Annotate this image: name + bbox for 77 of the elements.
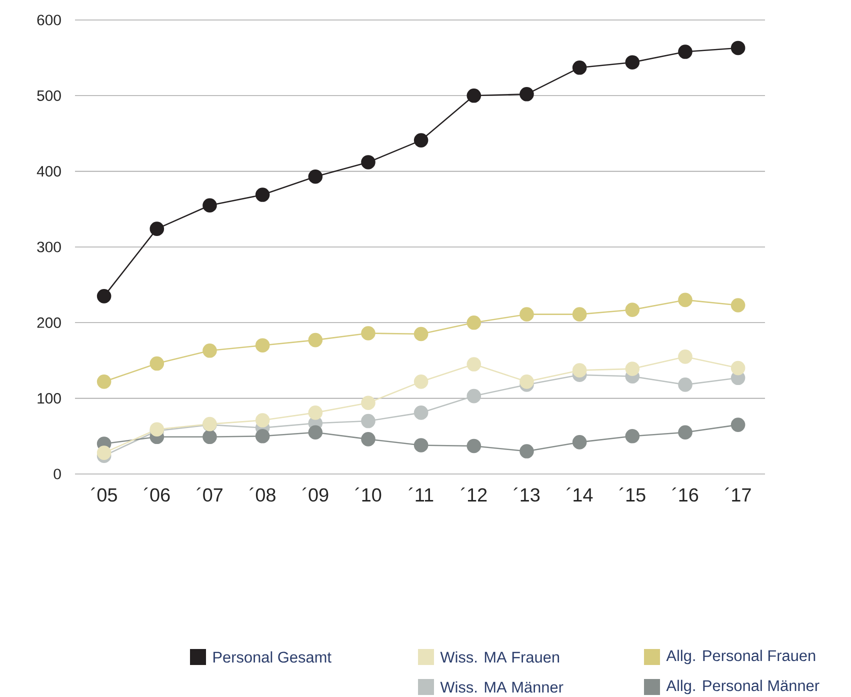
point: [572, 60, 587, 75]
x-tick-label: ´05: [91, 488, 117, 502]
x-tick-label: ´08: [250, 488, 276, 502]
y-tick-label: 400: [36, 166, 61, 177]
point: [572, 307, 587, 322]
point: [361, 396, 376, 410]
y-tick-label: 100: [38, 393, 61, 404]
legend-label: Wiss. MA Frauen: [440, 651, 560, 663]
point: [730, 418, 746, 432]
y-tick-label: 500: [37, 90, 61, 101]
point: [466, 388, 482, 404]
point: [414, 406, 428, 420]
point: [308, 406, 323, 420]
point: [202, 344, 217, 358]
point: [361, 155, 376, 170]
x-tick-label: ´12: [460, 488, 487, 502]
point: [625, 302, 640, 317]
y-tick-label: 600: [37, 14, 61, 26]
point: [678, 378, 692, 392]
point: [730, 40, 746, 56]
point: [625, 362, 640, 376]
point: [361, 432, 376, 446]
x-tick-label: ´14: [566, 488, 593, 502]
point: [150, 222, 164, 236]
point: [572, 363, 587, 378]
point: [414, 326, 428, 342]
point: [572, 435, 587, 450]
point: [730, 360, 746, 376]
point: [414, 133, 428, 148]
point: [625, 429, 640, 444]
point: [255, 338, 270, 353]
legend-label: Allg. Personal Frauen: [666, 650, 816, 664]
point: [150, 356, 164, 371]
point: [308, 169, 323, 184]
point: [308, 425, 323, 440]
point: [678, 292, 692, 308]
point: [678, 425, 692, 440]
point: [678, 350, 692, 364]
x-tick-label: ´13: [514, 488, 540, 502]
point: [730, 298, 746, 312]
point: [308, 332, 323, 348]
point: [361, 326, 376, 340]
x-tick-label: ´15: [619, 488, 646, 502]
point: [96, 289, 112, 304]
point: [520, 374, 534, 389]
x-tick-label: ´09: [302, 488, 328, 502]
x-tick-label: ´07: [196, 488, 222, 502]
point: [466, 316, 482, 330]
point: [466, 357, 482, 372]
point: [466, 88, 482, 103]
x-tick-label: ´10: [355, 488, 382, 502]
y-tick-label: 200: [37, 317, 61, 328]
x-tick-label: ´06: [144, 488, 170, 502]
y-tick-label: 300: [37, 242, 61, 252]
y-tick-label: 0: [54, 468, 61, 480]
point: [255, 188, 270, 202]
point: [96, 446, 112, 460]
legend-label: Allg. Personal Männer: [666, 680, 820, 694]
legend-label: Wiss. MA Männer: [440, 681, 564, 693]
x-tick-label: ´11: [408, 488, 434, 502]
x-tick-label: ´16: [672, 488, 698, 502]
point: [414, 438, 428, 452]
point: [678, 44, 692, 59]
point: [520, 307, 534, 322]
point: [255, 429, 270, 444]
point: [520, 86, 534, 102]
point: [414, 374, 428, 389]
point: [625, 55, 640, 70]
point: [96, 374, 112, 389]
x-tick-label: ´17: [725, 488, 751, 502]
point: [202, 430, 217, 444]
point: [255, 413, 270, 428]
point: [520, 444, 534, 458]
point: [202, 198, 217, 213]
point: [361, 414, 376, 428]
point: [466, 438, 482, 454]
legend-label: Personal Gesamt: [213, 651, 332, 663]
